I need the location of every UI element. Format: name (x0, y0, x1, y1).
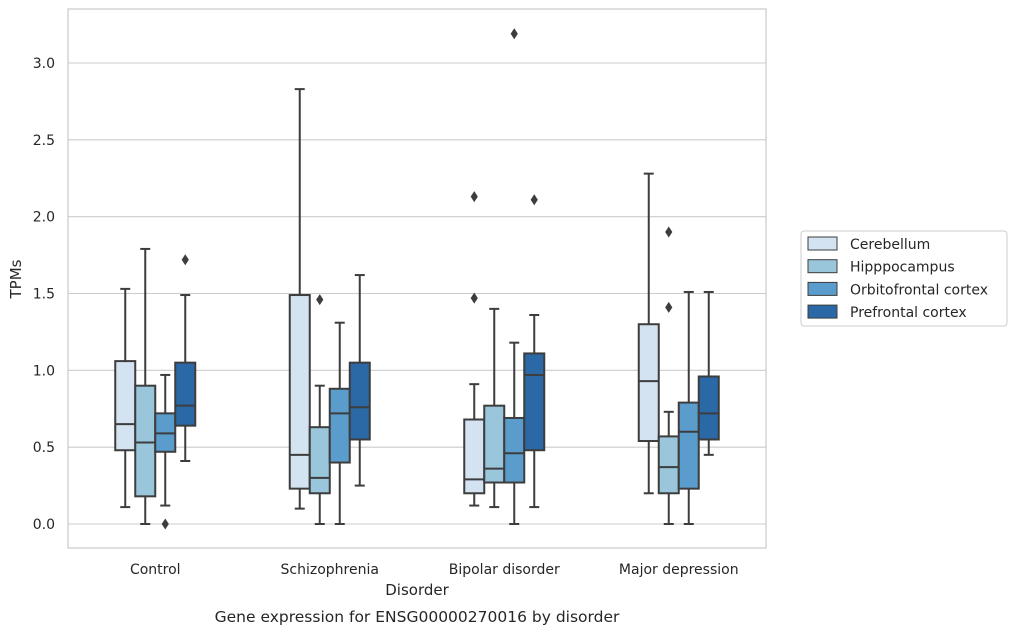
legend-label: Cerebellum (850, 237, 930, 253)
boxes (114, 28, 720, 530)
legend-frame (800, 230, 1008, 327)
outlier-point (161, 518, 169, 530)
legend-label: Prefrontal cortex (850, 305, 967, 321)
y-tick-label: 1.0 (33, 363, 55, 379)
outlier-point (316, 294, 324, 306)
iqr-box (677, 401, 700, 490)
x-tick-label: Bipolar disorder (449, 562, 560, 578)
iqr-box (134, 384, 157, 498)
y-tick-label: 0.5 (33, 440, 55, 456)
iqr-box (483, 404, 506, 484)
legend-swatch (807, 281, 838, 296)
box-prefrontal-cortex (174, 254, 197, 462)
box-hipppocampus (308, 294, 331, 525)
box-orbitofrontal-cortex (677, 290, 700, 525)
outlier-point (510, 28, 518, 40)
outlier-point (665, 301, 673, 313)
iqr-box (348, 361, 371, 441)
iqr-box (463, 418, 486, 495)
box-prefrontal-cortex (697, 290, 720, 456)
x-tick-label: Major depression (619, 562, 739, 578)
box-hipppocampus (134, 247, 157, 525)
plot-area-frame (67, 8, 767, 549)
chart-caption: Gene expression for ENSG00000270016 by d… (215, 608, 620, 626)
box-cerebellum (463, 191, 486, 507)
legend-swatch (807, 236, 838, 251)
iqr-box (288, 294, 311, 490)
box-orbitofrontal-cortex (503, 28, 526, 525)
outlier-point (470, 191, 478, 203)
iqr-box (523, 352, 546, 452)
y-tick-label: 2.0 (33, 210, 55, 226)
outlier-point (181, 254, 189, 266)
iqr-box (657, 435, 680, 495)
iqr-box (308, 426, 331, 495)
legend-label: Hipppocampus (850, 260, 955, 276)
x-tick-label: Control (130, 562, 181, 578)
box-orbitofrontal-cortex (328, 321, 351, 525)
box-hipppocampus (483, 307, 506, 509)
iqr-box (328, 387, 351, 464)
outlier-point (665, 226, 673, 238)
x-tick-labels: Control Schizophrenia Bipolar disorder Majo… (130, 562, 739, 578)
box-cerebellum (114, 287, 137, 509)
legend-label: Orbitofrontal cortex (850, 282, 988, 298)
iqr-box (114, 360, 137, 452)
x-tick-label: Schizophrenia (281, 562, 379, 578)
box-cerebellum (637, 172, 660, 495)
iqr-box (637, 323, 660, 443)
y-tick-label: 2.5 (33, 133, 55, 149)
y-tick-labels: 0.0 0.5 1.0 1.5 2.0 2.5 3.0 (33, 56, 55, 533)
iqr-box (697, 375, 720, 441)
iqr-box (174, 361, 197, 427)
box-hipppocampus (657, 226, 680, 525)
outlier-point (530, 194, 538, 206)
y-tick-label: 1.5 (33, 286, 55, 302)
legend-swatch (807, 304, 838, 319)
y-tick-label: 3.0 (33, 56, 55, 72)
box-orbitofrontal-cortex (154, 373, 177, 530)
y-tick-label: 0.0 (33, 517, 55, 533)
y-axis-title: TPMs (7, 259, 25, 299)
outlier-point (470, 292, 478, 304)
box-prefrontal-cortex (348, 274, 371, 487)
legend: Cerebellum Hipppocampus Orbitofrontal cort… (800, 230, 1008, 327)
legend-swatch (807, 259, 838, 274)
box-cerebellum (288, 88, 311, 510)
box-prefrontal-cortex (523, 194, 546, 509)
x-axis-title: Disorder (385, 581, 449, 599)
iqr-box (503, 416, 526, 484)
